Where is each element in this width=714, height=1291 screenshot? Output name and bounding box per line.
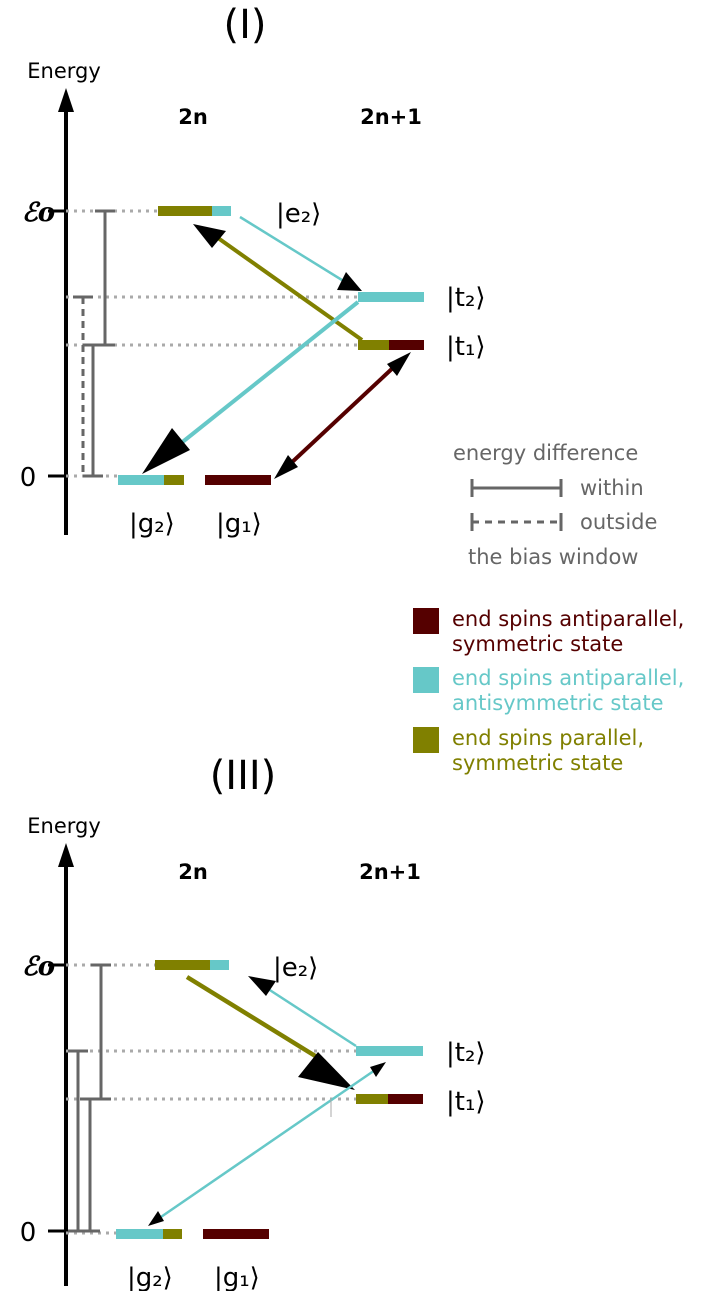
arrowhead-icon — [248, 976, 276, 996]
transition-t1-e2 — [216, 236, 364, 342]
ket-e2: |e₂⟩ — [276, 199, 321, 229]
transition-t2-e2 — [261, 983, 357, 1048]
level-t1 — [356, 1094, 423, 1104]
legend-text-line1: end spins antiparallel, — [452, 666, 684, 690]
legend-text-line2: antisymmetric state — [452, 691, 664, 715]
level-e2 — [158, 206, 231, 216]
level-t2 — [356, 1046, 423, 1056]
arrowhead-icon — [193, 224, 226, 248]
legend-text-line1: end spins parallel, — [452, 726, 644, 750]
level-t2 — [358, 292, 424, 302]
level-e2 — [155, 960, 229, 970]
level-t1 — [358, 340, 424, 350]
tick-label-zero: 0 — [20, 463, 37, 493]
column-label-even: 2n — [178, 105, 208, 129]
arrowhead-icon — [148, 1211, 164, 1226]
arrowhead-icon — [274, 455, 298, 479]
arrowhead-icon — [387, 352, 411, 376]
ket-t2: |t₂⟩ — [446, 1038, 486, 1068]
axis-arrowhead-icon — [58, 88, 74, 112]
column-label-even: 2n — [178, 860, 208, 884]
legend-swatch — [413, 667, 439, 693]
ket-t2: |t₂⟩ — [446, 283, 486, 313]
legend-item-olive: end spins parallel, symmetric state — [413, 726, 644, 775]
arrowhead-icon — [370, 1062, 386, 1077]
level-g1 — [203, 1229, 269, 1239]
arrowhead-icon — [298, 1052, 355, 1090]
key-outside-label: outside — [580, 510, 657, 534]
axis-arrowhead-icon — [58, 843, 74, 867]
key-title: energy difference — [453, 441, 638, 465]
transition-g2-t2 — [157, 1066, 379, 1221]
legend-text-line2: symmetric state — [452, 632, 623, 656]
energy-difference-brackets — [68, 963, 111, 1233]
transition-g1-t1 — [287, 363, 398, 467]
transition-t2-g2 — [178, 300, 360, 446]
column-label-odd: 2n+1 — [360, 105, 422, 129]
transition-e2-t2 — [239, 215, 351, 287]
tick-label-top: ℰo — [22, 198, 55, 228]
legend-item-maroon: end spins antiparallel, symmetric state — [413, 607, 684, 656]
y-axis-label: Energy — [27, 59, 101, 83]
key-footer: the bias window — [468, 545, 638, 569]
level-g2 — [118, 475, 184, 485]
tick-label-zero: 0 — [20, 1218, 37, 1248]
legend-item-cyan: end spins antiparallel, antisymmetric st… — [413, 666, 684, 715]
panel-title: (III) — [210, 753, 277, 799]
panel-one: (I) Energy 2n 2n+1 ℰo 0 — [20, 2, 486, 539]
ket-g2: |g₂⟩ — [127, 1263, 173, 1291]
arrowhead-icon — [337, 272, 362, 291]
ket-g2: |g₂⟩ — [129, 509, 175, 539]
key-within-label: within — [580, 476, 644, 500]
ket-t1: |t₁⟩ — [446, 332, 486, 362]
legend-text-line2: symmetric state — [452, 751, 623, 775]
panel-three: (III) Energy 2n 2n+1 ℰo 0 — [20, 753, 486, 1291]
legend-text-line1: end spins antiparallel, — [452, 607, 684, 631]
level-g1 — [205, 475, 271, 485]
column-label-odd: 2n+1 — [359, 860, 421, 884]
ket-e2: |e₂⟩ — [273, 953, 318, 983]
ket-g1: |g₁⟩ — [216, 509, 262, 539]
arrowhead-icon — [142, 428, 190, 474]
level-g2 — [116, 1229, 182, 1239]
transition-e2-t1 — [185, 975, 327, 1064]
ket-g1: |g₁⟩ — [214, 1263, 260, 1291]
legend-swatch — [413, 608, 439, 634]
energy-difference-brackets — [73, 209, 115, 478]
energy-difference-key: energy difference within outside the bia… — [453, 441, 657, 569]
y-axis-label: Energy — [27, 814, 101, 838]
ket-t1: |t₁⟩ — [446, 1087, 486, 1117]
tick-label-top: ℰo — [22, 952, 55, 982]
state-legend: end spins antiparallel, symmetric state … — [413, 607, 684, 775]
panel-title: (I) — [223, 2, 266, 48]
legend-swatch — [413, 727, 439, 753]
